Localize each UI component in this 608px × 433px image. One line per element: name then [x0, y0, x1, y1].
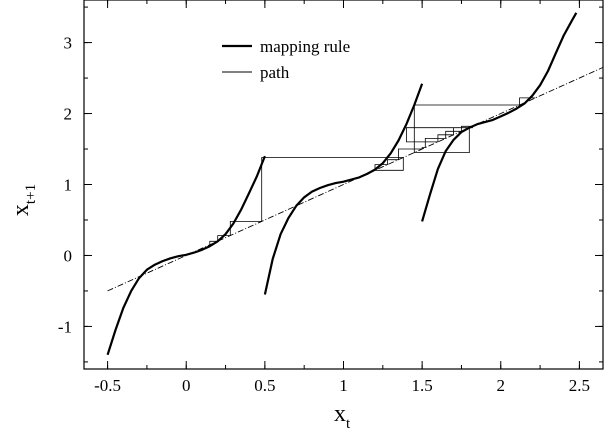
x-tick-label: 2: [497, 376, 506, 395]
y-tick-label: 2: [64, 105, 73, 124]
legend-label-path: path: [260, 63, 290, 82]
legend: mapping rule path: [222, 37, 350, 82]
x-axis-label: xt: [334, 401, 351, 432]
y-tick-label: 3: [64, 34, 73, 53]
x-tick-label: 1: [339, 376, 348, 395]
mapping-rule-branch-3: [421, 12, 578, 222]
mapping-rule-branch-2: [263, 83, 424, 295]
path-line: [209, 97, 536, 245]
y-tick-label: 1: [64, 176, 73, 195]
y-tick-label: 0: [64, 246, 73, 265]
diagonal-line: [107, 66, 604, 292]
axis-ticks: [84, 0, 603, 369]
y-tick-label: -1: [58, 317, 72, 336]
axis-tick-labels: -0.5 0 0.5 1 1.5 2 2.5 -1 0 1 2 3: [58, 34, 590, 395]
plot-area: [106, 12, 604, 356]
y-axis-label: xt+1: [8, 184, 39, 216]
x-tick-label: 0: [182, 376, 191, 395]
legend-label-mapping-rule: mapping rule: [260, 37, 350, 56]
x-tick-label: 1.5: [412, 376, 433, 395]
x-tick-label: -0.5: [94, 376, 121, 395]
mapping-rule-branch-1: [106, 155, 266, 356]
x-tick-label: 0.5: [254, 376, 275, 395]
x-tick-label: 2.5: [569, 376, 590, 395]
